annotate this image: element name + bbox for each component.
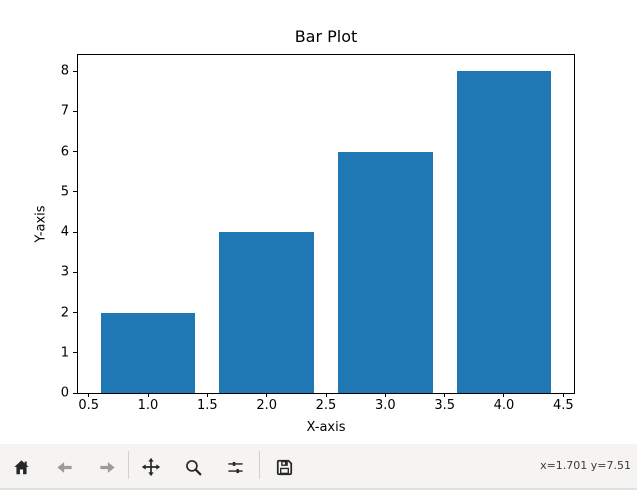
- y-tick-label: 0: [60, 385, 69, 401]
- forward-button[interactable]: [92, 452, 122, 482]
- x-tick-mark: [147, 393, 149, 397]
- y-tick-label: 1: [60, 345, 69, 361]
- forward-icon: [99, 461, 115, 473]
- x-tick-mark: [384, 393, 386, 397]
- axes: 0.5 1.0 1.5 2.0 2.5 3.0 3.5 4.0 4.5 0 1 2 3 4 5 6 7 8: [61, 54, 575, 413]
- y-tick-label: 3: [60, 264, 69, 280]
- back-button[interactable]: [49, 452, 79, 482]
- x-tick-label: 4.0: [493, 398, 515, 413]
- zoom-button[interactable]: [178, 452, 208, 482]
- zoom-icon: [185, 459, 201, 475]
- x-tick-mark: [206, 393, 208, 397]
- x-tick-label: 1.0: [137, 398, 159, 413]
- pan-icon: [141, 457, 161, 477]
- x-tick-label: 2.5: [315, 398, 337, 413]
- y-tick-mark: [73, 70, 77, 72]
- x-tick-mark: [562, 393, 564, 397]
- x-axis-label: X-axis: [306, 420, 346, 435]
- save-button[interactable]: [269, 452, 299, 482]
- y-tick-label: 8: [60, 63, 69, 79]
- x-tick-label: 3.5: [434, 398, 455, 413]
- save-icon: [276, 459, 292, 475]
- x-tick-label: 2.0: [256, 398, 277, 413]
- subplots-icon: [227, 461, 243, 473]
- y-tick-mark: [73, 392, 77, 394]
- home-icon: [13, 459, 29, 474]
- y-tick-mark: [73, 191, 77, 193]
- y-tick-label: 5: [60, 184, 69, 200]
- y-tick-mark: [73, 151, 77, 153]
- y-tick-mark: [73, 271, 77, 273]
- toolbar-separator: [259, 451, 260, 479]
- y-tick-label: 4: [60, 224, 69, 240]
- y-tick-mark: [73, 110, 77, 112]
- toolbar-separator: [128, 451, 129, 479]
- y-tick-label: 6: [60, 144, 69, 160]
- y-tick-mark: [73, 352, 77, 354]
- pan-button[interactable]: [136, 452, 166, 482]
- x-tick-mark: [444, 393, 446, 397]
- x-tick-mark: [503, 393, 505, 397]
- y-axis-label: Y-axis: [33, 205, 49, 243]
- bar: [100, 312, 196, 393]
- home-button[interactable]: [6, 452, 36, 482]
- bar: [219, 232, 315, 393]
- y-tick-label: 7: [60, 103, 69, 119]
- x-tick-label: 0.5: [78, 398, 100, 413]
- bar: [337, 151, 433, 393]
- bar: [456, 71, 552, 393]
- navigation-toolbar: x=1.701 y=7.51: [0, 444, 637, 490]
- subplots-button[interactable]: [220, 452, 250, 482]
- y-tick-label: 2: [60, 305, 69, 321]
- y-tick-mark: [73, 231, 77, 233]
- chart-title: Bar Plot: [294, 27, 358, 46]
- back-icon: [56, 461, 72, 473]
- x-tick-label: 3.0: [374, 398, 396, 413]
- x-tick-mark: [325, 393, 327, 397]
- cursor-position-readout: x=1.701 y=7.51: [540, 458, 631, 472]
- x-tick-mark: [266, 393, 268, 397]
- plot-canvas[interactable]: Bar Plot 0.5 1.0 1.5 2.0 2.5 3.0 3.5 4.0 4.5 0 1 2 3…: [0, 0, 637, 444]
- y-tick-mark: [73, 312, 77, 314]
- x-tick-mark: [88, 393, 90, 397]
- x-tick-label: 1.5: [196, 398, 218, 413]
- x-tick-label: 4.5: [552, 398, 574, 413]
